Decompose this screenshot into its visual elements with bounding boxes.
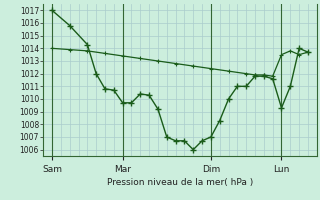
X-axis label: Pression niveau de la mer( hPa ): Pression niveau de la mer( hPa ) — [107, 178, 253, 187]
